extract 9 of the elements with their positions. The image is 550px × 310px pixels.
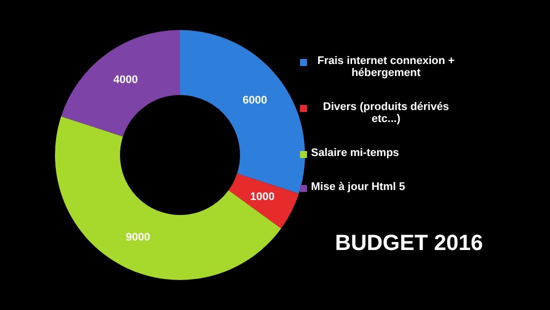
text: BUDGET 2016 (335, 230, 483, 256)
legend-label: Salaire mi-temps (311, 147, 400, 159)
data-label: 1000 (250, 191, 275, 204)
legend-label: Mise à jour Html 5 (311, 181, 406, 193)
data-label: 6000 (242, 94, 268, 107)
legend-label: Frais internet connexion + hébergement (316, 55, 456, 79)
legend-label: Divers (produits dérivés etc...) (322, 101, 450, 125)
data-label: 4000 (113, 74, 138, 86)
data-label: 9000 (126, 231, 150, 244)
